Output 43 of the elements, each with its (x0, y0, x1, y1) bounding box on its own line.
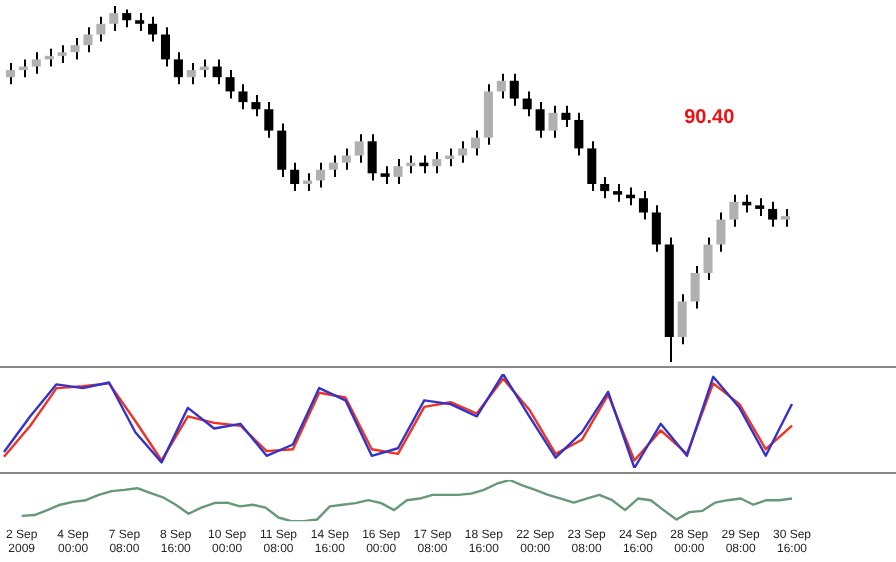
candlestick (638, 190, 648, 221)
candlestick (225, 69, 235, 100)
candlestick (277, 122, 287, 178)
candlestick (677, 293, 687, 346)
candlestick (264, 101, 274, 139)
candlestick (212, 58, 222, 86)
candlestick (483, 83, 493, 146)
candlestick (470, 129, 481, 157)
candlestick (31, 51, 41, 75)
candlestick (690, 264, 700, 310)
candlestick (509, 72, 519, 107)
candlestick (251, 94, 261, 118)
candlestick (561, 104, 571, 129)
candlestick (148, 15, 158, 43)
candlestick (716, 211, 726, 253)
candlestick (458, 140, 468, 164)
candlestick (186, 61, 196, 86)
annotation: 90.40 (684, 107, 736, 130)
candlestick (5, 61, 15, 86)
candlestick (83, 26, 93, 54)
candlestick (574, 111, 584, 157)
candlestick (651, 204, 661, 253)
candlestick (535, 101, 545, 139)
candlestick (315, 161, 326, 189)
candlestick (328, 154, 338, 178)
candlestick (496, 72, 506, 100)
candlestick (768, 200, 778, 228)
candlestick (238, 83, 248, 111)
candlestick (109, 5, 119, 32)
candlestick (160, 26, 170, 68)
candlestick (600, 175, 610, 200)
candlestick (367, 133, 377, 182)
candlestick (341, 147, 351, 171)
candlestick (432, 150, 442, 175)
candlestick (703, 236, 713, 282)
candlestick (70, 37, 80, 61)
candlestick (729, 193, 739, 228)
candlestick (587, 140, 597, 193)
candlestick (354, 133, 364, 164)
candlestick (290, 161, 300, 193)
candlestick (96, 15, 106, 43)
candlestick (522, 90, 532, 118)
candlestick (173, 51, 183, 86)
